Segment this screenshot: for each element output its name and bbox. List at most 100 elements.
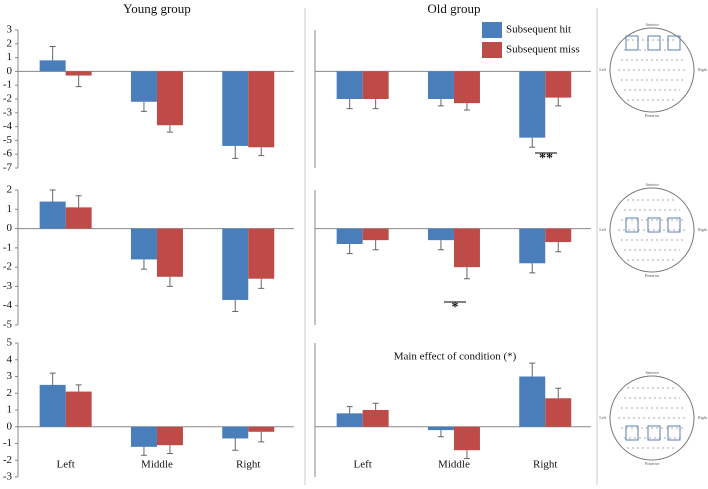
map-label: Posterior <box>645 461 660 466</box>
bar <box>427 71 454 99</box>
bar <box>222 228 249 300</box>
y-tick-label: 3 <box>7 370 13 382</box>
x-tick-label: Right <box>533 459 557 471</box>
error-bar <box>372 402 379 410</box>
x-tick-label: Right <box>236 459 260 471</box>
bar <box>39 201 66 229</box>
error-bar <box>49 46 56 61</box>
legend-swatch <box>482 42 502 58</box>
error-bar <box>346 99 353 110</box>
y-tick-label: 2 <box>7 184 13 196</box>
y-tick-label: -3 <box>3 471 13 483</box>
bar <box>362 410 389 427</box>
bar <box>130 71 157 102</box>
y-tick-label: -4 <box>3 299 13 311</box>
region-box <box>667 425 681 441</box>
bar <box>362 228 389 241</box>
y-tick-label: 0 <box>7 420 13 432</box>
annotation: Main effect of condition (*) <box>394 351 517 363</box>
x-tick-label: Middle <box>438 459 470 471</box>
bar <box>248 228 275 279</box>
y-tick-label: -5 <box>3 134 13 146</box>
y-tick-label: 0 <box>7 222 13 234</box>
map-label: Left <box>599 67 607 72</box>
region-box <box>667 35 681 51</box>
bar <box>362 71 389 99</box>
bar <box>336 228 363 244</box>
bar <box>453 426 480 451</box>
error-bar <box>437 240 444 251</box>
error-bar <box>463 103 470 111</box>
error-bar <box>372 99 379 110</box>
head-outline <box>609 187 695 273</box>
error-bar <box>75 195 82 208</box>
bar <box>39 60 66 72</box>
bar <box>65 391 92 427</box>
region-box <box>647 35 661 51</box>
legend-label: Subsequent miss <box>506 44 580 56</box>
y-tick-label: -2 <box>3 261 12 273</box>
bar <box>156 426 183 446</box>
y-tick-label: 5 <box>7 337 13 349</box>
error-bar <box>140 446 147 456</box>
legend-swatch <box>482 22 502 38</box>
y-tick-label: -6 <box>3 148 13 160</box>
y-tick-label: -3 <box>3 106 13 118</box>
bar <box>519 228 546 264</box>
error-bar <box>346 244 353 255</box>
map-label: Anterior <box>645 182 659 187</box>
bar <box>248 71 275 148</box>
x-tick-label: Left <box>56 459 74 471</box>
map-label: Left <box>599 227 607 232</box>
error-bar <box>258 278 265 289</box>
error-bar <box>555 387 562 399</box>
bar <box>545 71 572 98</box>
error-bar <box>346 406 353 414</box>
y-tick-label: 4 <box>7 353 13 365</box>
y-tick-label: 3 <box>7 24 13 36</box>
bar <box>65 71 92 76</box>
bar <box>248 426 275 432</box>
map-label: Posterior <box>645 113 660 118</box>
y-tick-label: 1 <box>7 203 13 215</box>
y-tick-label: 2 <box>7 387 13 399</box>
error-bar <box>258 431 265 443</box>
bar <box>39 384 66 427</box>
error-bar <box>166 445 173 455</box>
y-tick-label: -1 <box>3 437 12 449</box>
error-bar <box>529 263 536 274</box>
head-outline <box>609 375 695 461</box>
y-tick-label: 2 <box>7 37 13 49</box>
error-bar <box>258 147 265 157</box>
map-label: Anterior <box>645 370 659 375</box>
error-bar <box>232 145 239 159</box>
map-label: Right <box>698 227 708 232</box>
bar <box>336 71 363 99</box>
error-bar <box>232 299 239 312</box>
y-tick-label: 1 <box>7 51 13 63</box>
error-bar <box>372 240 379 251</box>
y-tick-label: -7 <box>3 162 13 174</box>
y-tick-label: -1 <box>3 241 12 253</box>
region-box <box>625 425 639 441</box>
region-box <box>667 217 681 233</box>
map-label: Anterior <box>645 22 659 27</box>
error-bar <box>529 362 536 377</box>
error-bar <box>140 259 147 270</box>
error-bar <box>555 242 562 253</box>
bar <box>427 426 454 431</box>
error-bar <box>437 430 444 438</box>
y-tick-label: 1 <box>7 404 13 416</box>
y-tick-label: -2 <box>3 93 12 105</box>
error-bar <box>49 372 56 385</box>
region-box <box>647 425 661 441</box>
error-bar <box>529 137 536 148</box>
error-bar <box>555 97 562 107</box>
error-bar <box>437 99 444 107</box>
map-label: Right <box>698 67 708 72</box>
region-box <box>647 217 661 233</box>
y-tick-label: -4 <box>3 120 13 132</box>
head-outline <box>609 27 695 113</box>
error-bar <box>49 189 56 202</box>
bar <box>519 376 546 427</box>
